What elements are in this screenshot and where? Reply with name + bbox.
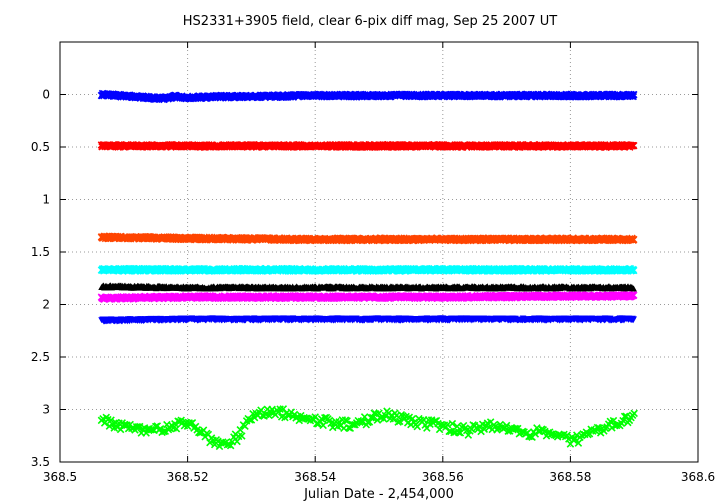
y-tick-label: 0.5 (31, 140, 50, 154)
y-tick-label: 1.5 (31, 245, 50, 259)
y-tick-label: 1 (42, 193, 50, 207)
x-tick-label: 368.54 (294, 470, 336, 484)
x-tick-label: 368.56 (422, 470, 464, 484)
y-tick-label: 3.5 (31, 455, 50, 469)
y-tick-label: 2.5 (31, 350, 50, 364)
y-tick-label: 0 (42, 88, 50, 102)
grid (60, 42, 698, 462)
plot-area (97, 89, 638, 451)
series-4 (98, 282, 637, 292)
series-3 (97, 264, 638, 275)
x-tick-label: 368.52 (167, 470, 209, 484)
series-5 (97, 291, 638, 304)
x-tick-label: 368.58 (549, 470, 591, 484)
data-point (629, 92, 637, 101)
x-tick-label: 368.5 (43, 470, 77, 484)
data-point (629, 90, 638, 99)
chart-title: HS2331+3905 field, clear 6-pix diff mag,… (183, 14, 558, 29)
series-0 (97, 89, 638, 104)
y-tick-label: 2 (42, 298, 50, 312)
data-point (629, 141, 638, 150)
series-1 (97, 140, 638, 151)
y-tick-label: 3 (42, 403, 50, 417)
series-2 (97, 232, 638, 245)
x-tick-label: 368.6 (681, 470, 715, 484)
axis-ticks: 368.5 368.52 368.54 368.56 368.58 368.6 0 0.5 1 1… (31, 42, 715, 484)
